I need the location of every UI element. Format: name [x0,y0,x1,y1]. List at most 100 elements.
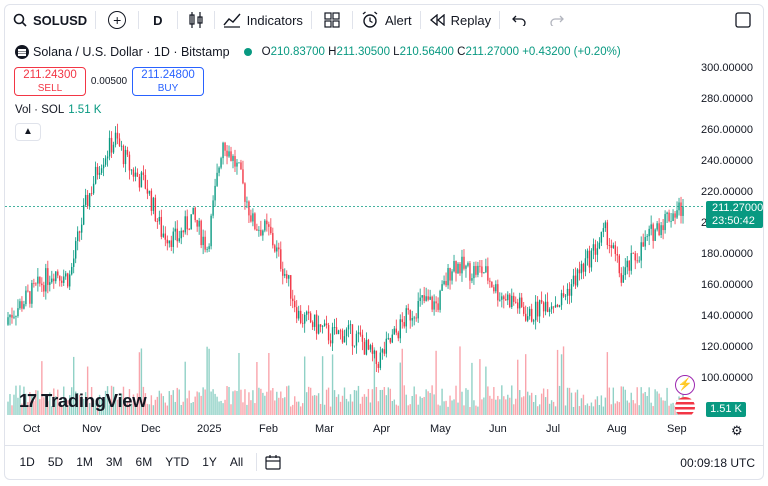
candle-body [53,278,55,282]
candle-body [244,183,246,202]
compare-button[interactable]: + [96,5,138,35]
volume-bar [459,346,461,415]
candle-body [513,295,515,302]
volume-bar [256,361,258,415]
candle-body [670,220,672,222]
volume-bar [198,392,200,415]
indicators-button[interactable]: Indicators [215,5,311,35]
buy-button[interactable]: 211.24800 BUY [132,67,204,96]
divider [255,452,257,471]
interval-button[interactable]: D [139,5,176,35]
candle-body [186,216,188,230]
volume-bar [642,393,644,415]
layout-button[interactable] [312,5,352,35]
tradingview-logo[interactable]: 17 TradingView [19,390,147,412]
volume-bar [176,387,178,415]
volume-bar [371,389,374,415]
volume-bar [662,400,664,415]
candle-body [57,271,59,276]
range-button-3m[interactable]: 3M [105,454,123,469]
alert-button[interactable]: Alert [353,5,420,35]
volume-bar [116,399,119,415]
candle-body [296,307,298,319]
volume-bar [602,406,605,415]
volume-bar [296,401,298,415]
candle-body [584,258,587,272]
candle-body [624,267,626,276]
candle-body [443,281,445,285]
volume-bar [534,395,537,415]
range-button-1m[interactable]: 1M [76,454,93,469]
candle-body [69,274,71,287]
candle-body [106,156,109,159]
candle-body [511,295,513,308]
candle-body [556,304,559,307]
symbol-search[interactable]: SOLUSD [5,5,95,35]
volume-bar [61,406,63,415]
range-button-5d[interactable]: 5D [47,454,64,469]
flash-icon[interactable]: ⚡ [675,375,695,395]
candle-body [166,239,168,244]
volume-bar [337,394,340,415]
candle-body [148,190,151,194]
goto-date-button[interactable] [257,447,289,477]
candle-body [230,151,232,161]
volume-bar [188,390,190,415]
fullscreen-button[interactable] [727,5,759,35]
range-button-6m[interactable]: 6M [135,454,153,469]
volume-bar [307,386,310,415]
volume-bar [419,396,421,415]
volume-label[interactable]: Vol · SOL [15,104,65,116]
candle-body [580,263,583,274]
candle-body [554,304,557,308]
volume-bar [379,389,382,415]
volume-bar [560,354,563,415]
clock-timezone[interactable]: 00:09:18 UTC [680,456,755,470]
chart-settings-button[interactable]: ⚙ [731,423,743,439]
volume-bar [572,406,575,415]
volume-bar [53,388,55,415]
volume-bar [586,403,589,415]
price-chart[interactable] [5,63,705,418]
candle-body [329,340,332,344]
candle-body [606,222,609,246]
candle-body [37,276,39,284]
candle-body [586,250,589,259]
range-button-1y[interactable]: 1Y [202,454,217,469]
volume-bar [27,402,29,415]
sell-button[interactable]: 211.24300 SELL [14,67,86,96]
candle-body [224,142,226,151]
volume-bar [284,397,286,415]
collapse-legend-button[interactable]: ▲ [15,123,41,141]
candle-body [523,306,525,314]
candle-body [126,149,129,155]
candle-body [214,185,216,201]
candle-body [604,222,607,229]
volume-bar [132,394,135,415]
volume-bar [451,400,453,415]
volume-bar [666,387,668,415]
volume-bar [562,346,565,415]
low-label: L [393,46,400,58]
range-button-ytd[interactable]: YTD [165,454,190,469]
replay-button[interactable]: Replay [421,5,499,35]
volume-bar [234,390,236,415]
candle-body [301,322,304,324]
us-flag-icon[interactable] [675,397,695,417]
volume-bar [222,403,224,415]
indicators-icon [223,13,241,28]
candle-body [433,301,435,310]
volume-bar [477,406,479,415]
volume-bar [182,401,184,415]
range-button-1d[interactable]: 1D [19,454,35,469]
range-button-all[interactable]: All [229,454,244,469]
redo-button[interactable] [538,5,576,35]
candle-body [222,142,224,159]
series-title[interactable]: Solana / U.S. Dollar · 1D · Bitstamp [33,45,230,59]
undo-button[interactable] [500,5,538,35]
chart-type-button[interactable] [178,5,214,35]
candle-body [654,229,656,241]
candle-body [628,260,630,271]
volume-bar [252,390,254,415]
volume-bar [469,406,471,415]
